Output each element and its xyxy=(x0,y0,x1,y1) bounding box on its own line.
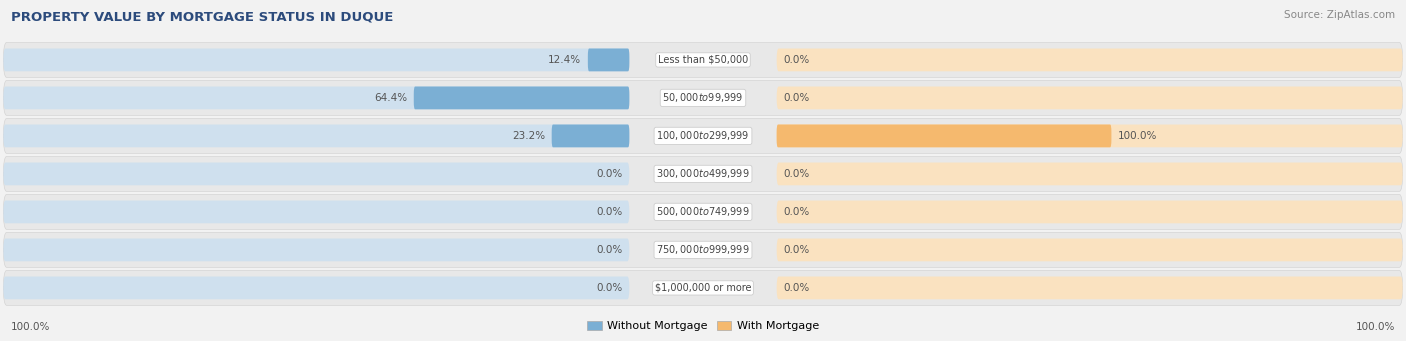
FancyBboxPatch shape xyxy=(3,163,630,185)
FancyBboxPatch shape xyxy=(3,238,630,261)
FancyBboxPatch shape xyxy=(3,157,1403,191)
Text: 0.0%: 0.0% xyxy=(596,283,623,293)
FancyBboxPatch shape xyxy=(551,124,630,147)
FancyBboxPatch shape xyxy=(776,124,1403,147)
Text: 0.0%: 0.0% xyxy=(783,245,810,255)
Text: $750,000 to $999,999: $750,000 to $999,999 xyxy=(657,243,749,256)
Text: $1,000,000 or more: $1,000,000 or more xyxy=(655,283,751,293)
FancyBboxPatch shape xyxy=(3,201,630,223)
Text: 0.0%: 0.0% xyxy=(783,93,810,103)
FancyBboxPatch shape xyxy=(776,87,1403,109)
FancyBboxPatch shape xyxy=(3,118,1403,153)
FancyBboxPatch shape xyxy=(3,270,1403,306)
FancyBboxPatch shape xyxy=(776,163,1403,185)
FancyBboxPatch shape xyxy=(776,201,1403,223)
Text: Less than $50,000: Less than $50,000 xyxy=(658,55,748,65)
FancyBboxPatch shape xyxy=(3,87,630,109)
FancyBboxPatch shape xyxy=(776,124,1111,147)
Text: 0.0%: 0.0% xyxy=(596,169,623,179)
Text: 23.2%: 23.2% xyxy=(512,131,546,141)
Legend: Without Mortgage, With Mortgage: Without Mortgage, With Mortgage xyxy=(582,316,824,336)
FancyBboxPatch shape xyxy=(776,277,1403,299)
Text: 100.0%: 100.0% xyxy=(11,322,51,332)
Text: $50,000 to $99,999: $50,000 to $99,999 xyxy=(662,91,744,104)
Text: 0.0%: 0.0% xyxy=(596,245,623,255)
Text: $300,000 to $499,999: $300,000 to $499,999 xyxy=(657,167,749,180)
FancyBboxPatch shape xyxy=(588,48,630,71)
FancyBboxPatch shape xyxy=(776,48,1403,71)
Text: 100.0%: 100.0% xyxy=(1355,322,1395,332)
FancyBboxPatch shape xyxy=(3,233,1403,267)
FancyBboxPatch shape xyxy=(3,48,630,71)
FancyBboxPatch shape xyxy=(3,194,1403,229)
Text: $500,000 to $749,999: $500,000 to $749,999 xyxy=(657,205,749,218)
Text: PROPERTY VALUE BY MORTGAGE STATUS IN DUQUE: PROPERTY VALUE BY MORTGAGE STATUS IN DUQ… xyxy=(11,10,394,23)
Text: 12.4%: 12.4% xyxy=(548,55,581,65)
Text: Source: ZipAtlas.com: Source: ZipAtlas.com xyxy=(1284,10,1395,20)
Text: 0.0%: 0.0% xyxy=(783,169,810,179)
Text: 64.4%: 64.4% xyxy=(374,93,408,103)
FancyBboxPatch shape xyxy=(3,42,1403,77)
Text: 0.0%: 0.0% xyxy=(596,207,623,217)
Text: 0.0%: 0.0% xyxy=(783,207,810,217)
FancyBboxPatch shape xyxy=(3,124,630,147)
FancyBboxPatch shape xyxy=(3,277,630,299)
Text: 0.0%: 0.0% xyxy=(783,283,810,293)
FancyBboxPatch shape xyxy=(413,87,630,109)
FancyBboxPatch shape xyxy=(3,80,1403,115)
Text: 0.0%: 0.0% xyxy=(783,55,810,65)
Text: $100,000 to $299,999: $100,000 to $299,999 xyxy=(657,130,749,143)
FancyBboxPatch shape xyxy=(776,238,1403,261)
Text: 100.0%: 100.0% xyxy=(1118,131,1157,141)
